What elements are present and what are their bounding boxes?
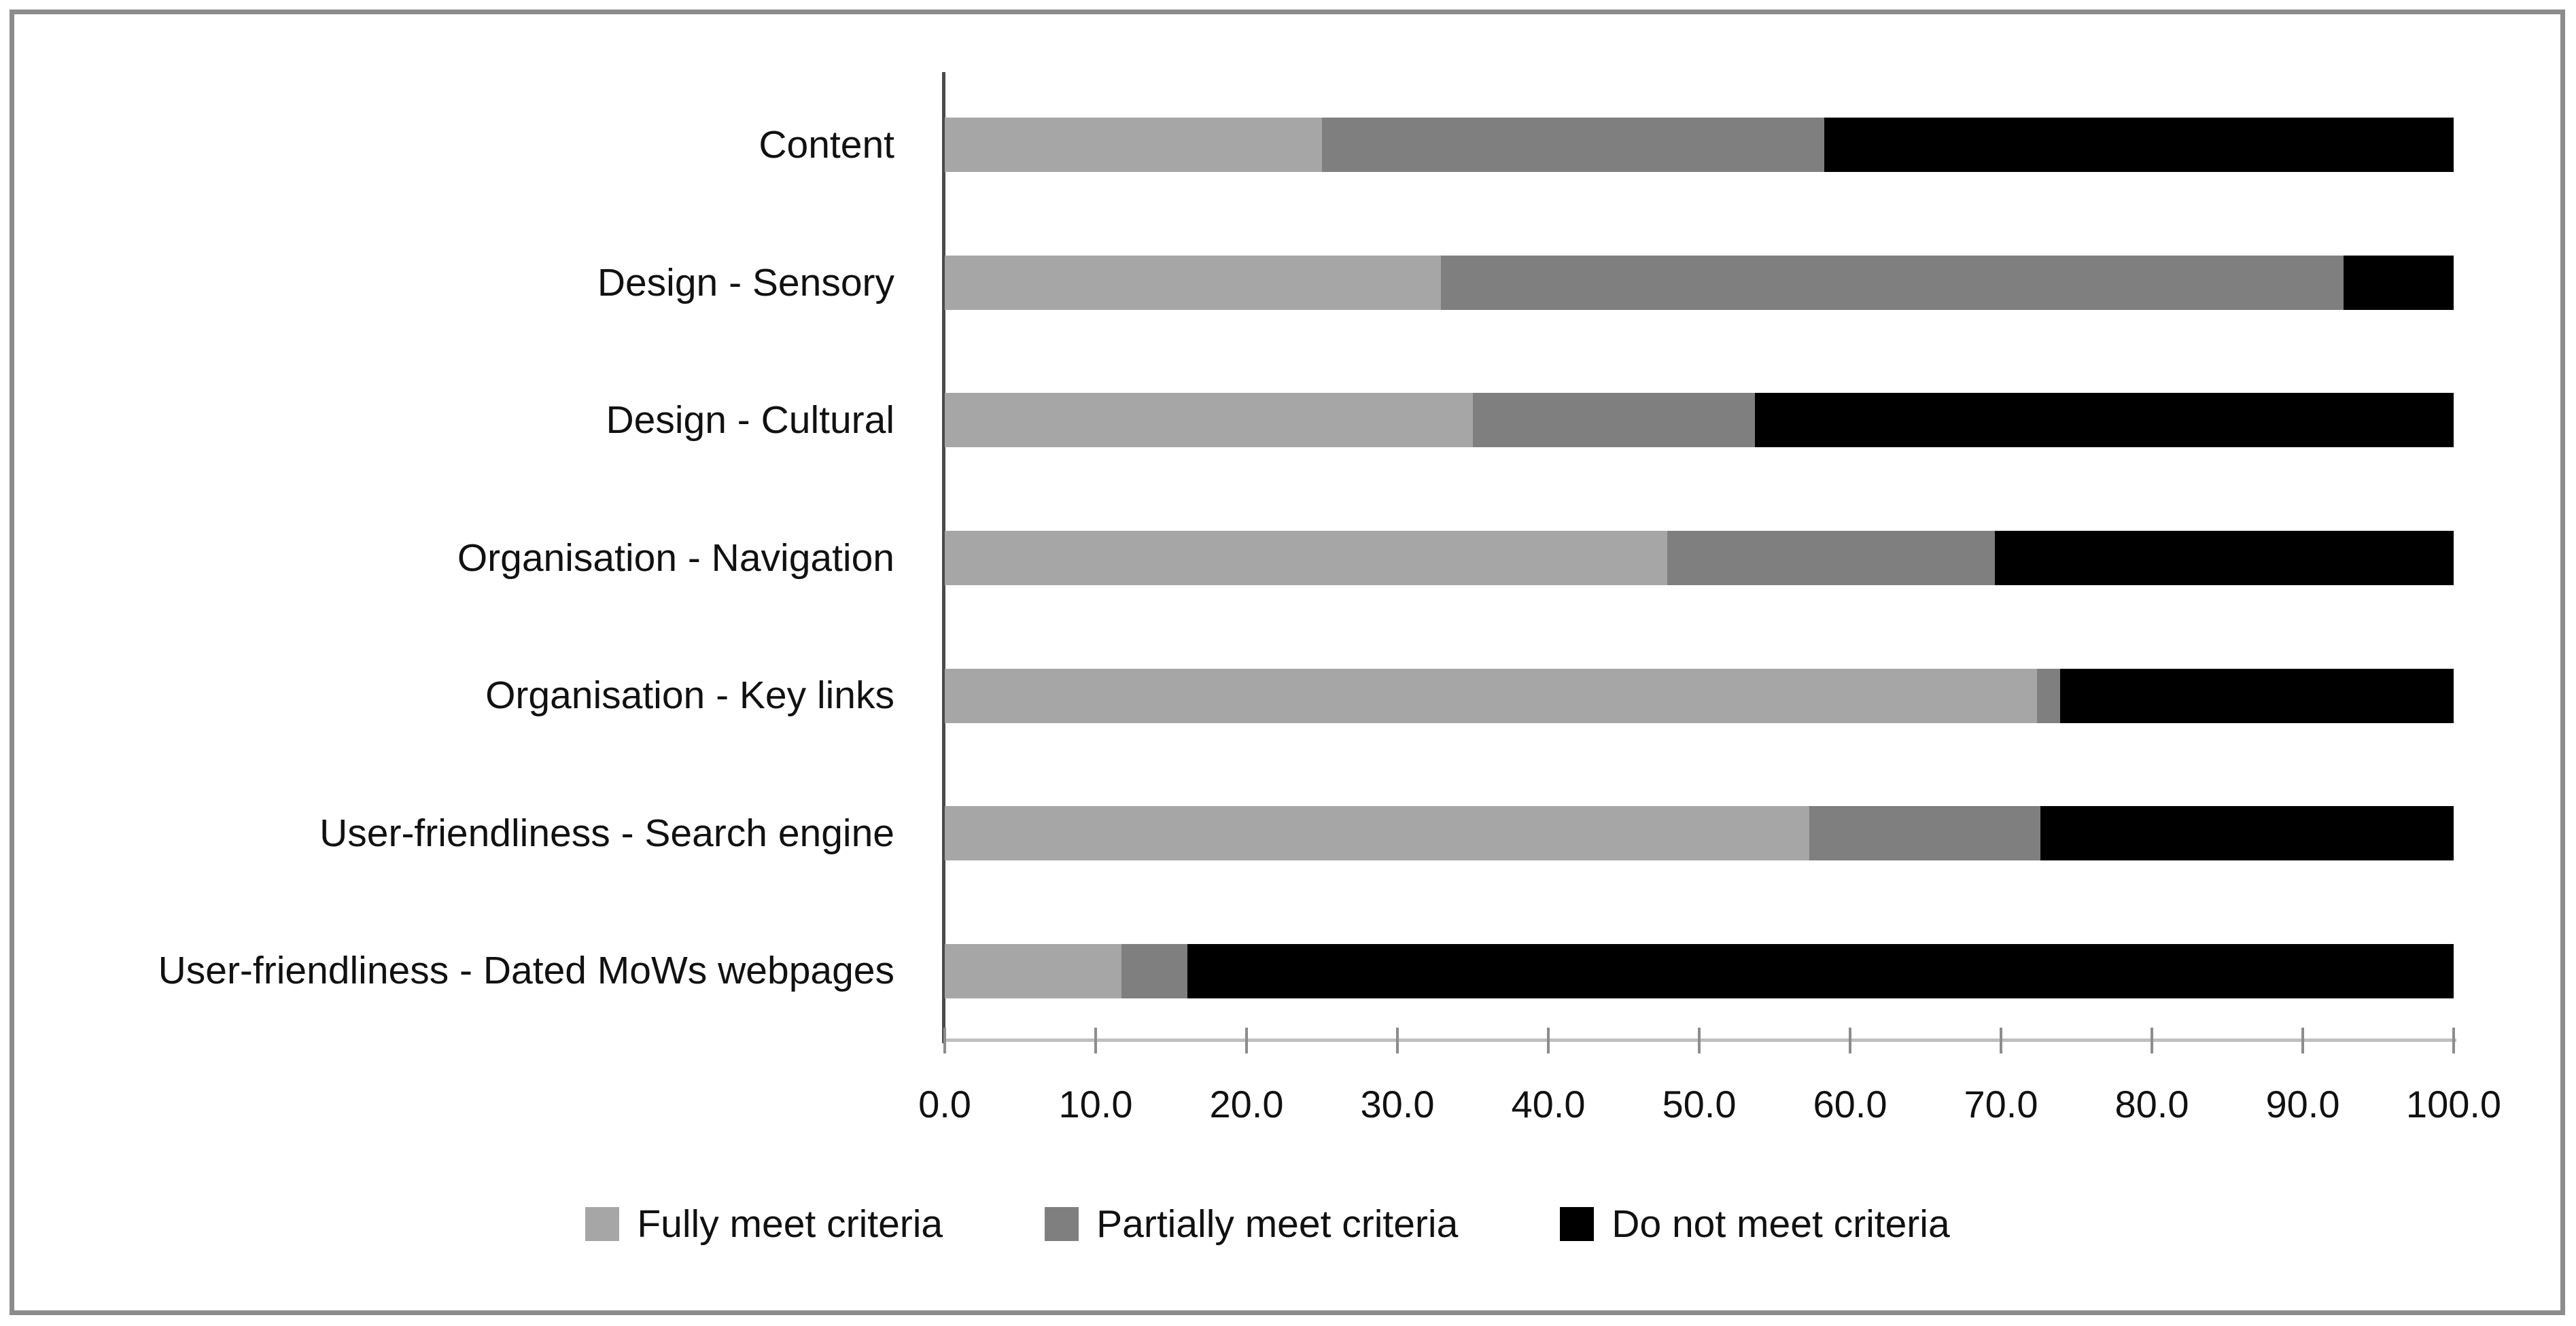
stacked-bar	[945, 668, 2454, 723]
x-tick-label: 50.0	[1662, 1083, 1737, 1126]
x-axis-tick-labels: 0.0 10.0 20.0 30.0 40.0 50.0 60.0 70.0 80.0 90.0 1…	[918, 1082, 2501, 1136]
category-label-row: Organisation - Key links	[34, 627, 918, 765]
x-axis-tick-marks	[943, 1028, 2455, 1053]
category-label-row: Design - Cultural	[34, 351, 918, 489]
category-label: Content	[759, 122, 894, 167]
legend-item-fully-meet-criteria: Fully meet criteria	[585, 1202, 943, 1246]
bar-segment-partially-meet-criteria	[1473, 393, 1756, 448]
stacked-bar	[945, 118, 2454, 173]
category-axis-labels: Content Design - Sensory Design - Cultural…	[34, 76, 918, 1040]
bar-segment-fully-meet-criteria	[945, 806, 1810, 861]
bar-segment-fully-meet-criteria	[945, 393, 1473, 448]
x-tick-label: 60.0	[1813, 1083, 1887, 1126]
bar-segment-do-not-meet-criteria	[1995, 531, 2454, 586]
legend: Fully meet criteria Partially meet criter…	[0, 1202, 2535, 1246]
bar-segment-partially-meet-criteria	[1322, 118, 1825, 173]
category-label: User-friendliness - Dated MoWs webpages	[158, 949, 894, 993]
chart-row	[945, 902, 2454, 1040]
bar-segment-fully-meet-criteria	[945, 668, 2038, 723]
stacked-bar	[945, 531, 2454, 586]
x-tick-label: 0.0	[918, 1083, 971, 1126]
x-tick-mark	[943, 1028, 946, 1053]
legend-swatch-do-not-meet-criteria	[1560, 1207, 1595, 1241]
bar-segment-do-not-meet-criteria	[1755, 393, 2454, 448]
category-label-row: User-friendliness - Dated MoWs webpages	[34, 902, 918, 1040]
chart-row	[945, 765, 2454, 903]
stacked-bar	[945, 255, 2454, 310]
category-label-row: Content	[34, 76, 918, 214]
x-tick-label: 30.0	[1360, 1083, 1435, 1126]
bar-segment-do-not-meet-criteria	[2040, 806, 2454, 861]
stacked-bar	[945, 806, 2454, 861]
category-label: User-friendliness - Search engine	[319, 811, 894, 855]
bar-segment-fully-meet-criteria	[945, 943, 1121, 998]
category-label: Organisation - Key links	[485, 674, 894, 718]
category-label: Design - Cultural	[606, 398, 895, 442]
x-tick-label: 90.0	[2265, 1083, 2340, 1126]
chart-row	[945, 351, 2454, 489]
x-tick-mark	[2452, 1028, 2455, 1053]
legend-item-partially-meet-criteria: Partially meet criteria	[1045, 1202, 1458, 1246]
bar-segment-do-not-meet-criteria	[1824, 118, 2454, 173]
x-tick-mark	[1849, 1028, 1851, 1053]
category-label-row: Organisation - Navigation	[34, 489, 918, 627]
chart-row	[945, 76, 2454, 214]
legend-swatch-partially-meet-criteria	[1045, 1207, 1079, 1241]
x-tick-mark	[1396, 1028, 1399, 1053]
bar-segment-do-not-meet-criteria	[1187, 943, 2454, 998]
bar-segment-partially-meet-criteria	[1121, 943, 1188, 998]
x-tick-label: 10.0	[1058, 1083, 1133, 1126]
category-label: Design - Sensory	[597, 260, 894, 304]
chart-row	[945, 627, 2454, 765]
bar-segment-fully-meet-criteria	[945, 118, 1322, 173]
chart-outer-border	[10, 10, 2565, 1315]
x-tick-mark	[2000, 1028, 2002, 1053]
chart-row	[945, 489, 2454, 627]
bar-segment-partially-meet-criteria	[2037, 668, 2060, 723]
bar-segment-partially-meet-criteria	[1441, 255, 2344, 310]
bar-segment-partially-meet-criteria	[1667, 531, 1996, 586]
category-label: Organisation - Navigation	[457, 536, 894, 580]
x-tick-mark	[1245, 1028, 1248, 1053]
x-tick-mark	[1547, 1028, 1550, 1053]
legend-item-do-not-meet-criteria: Do not meet criteria	[1560, 1202, 1950, 1246]
y-axis-line	[942, 72, 945, 1043]
stacked-bar	[945, 943, 2454, 998]
bar-segment-partially-meet-criteria	[1809, 806, 2040, 861]
x-tick-label: 70.0	[1964, 1083, 2038, 1126]
legend-label: Do not meet criteria	[1612, 1202, 1950, 1246]
x-tick-mark	[1094, 1028, 1097, 1053]
x-tick-mark	[2301, 1028, 2304, 1053]
bar-segment-fully-meet-criteria	[945, 531, 1668, 586]
category-label-row: User-friendliness - Search engine	[34, 765, 918, 903]
chart-row	[945, 214, 2454, 352]
bar-segment-do-not-meet-criteria	[2059, 668, 2454, 723]
stacked-bar	[945, 393, 2454, 448]
x-tick-label: 20.0	[1209, 1083, 1284, 1126]
x-tick-mark	[2151, 1028, 2153, 1053]
x-tick-mark	[1698, 1028, 1701, 1053]
x-tick-label: 40.0	[1511, 1083, 1586, 1126]
category-label-row: Design - Sensory	[34, 214, 918, 352]
legend-swatch-fully-meet-criteria	[585, 1207, 620, 1241]
x-tick-label: 80.0	[2114, 1083, 2189, 1126]
legend-label: Partially meet criteria	[1096, 1202, 1459, 1246]
bar-segment-do-not-meet-criteria	[2343, 255, 2454, 310]
x-tick-label: 100.0	[2405, 1083, 2502, 1126]
plot-area	[945, 76, 2454, 1040]
bar-segment-fully-meet-criteria	[945, 255, 1442, 310]
legend-label: Fully meet criteria	[637, 1202, 943, 1246]
